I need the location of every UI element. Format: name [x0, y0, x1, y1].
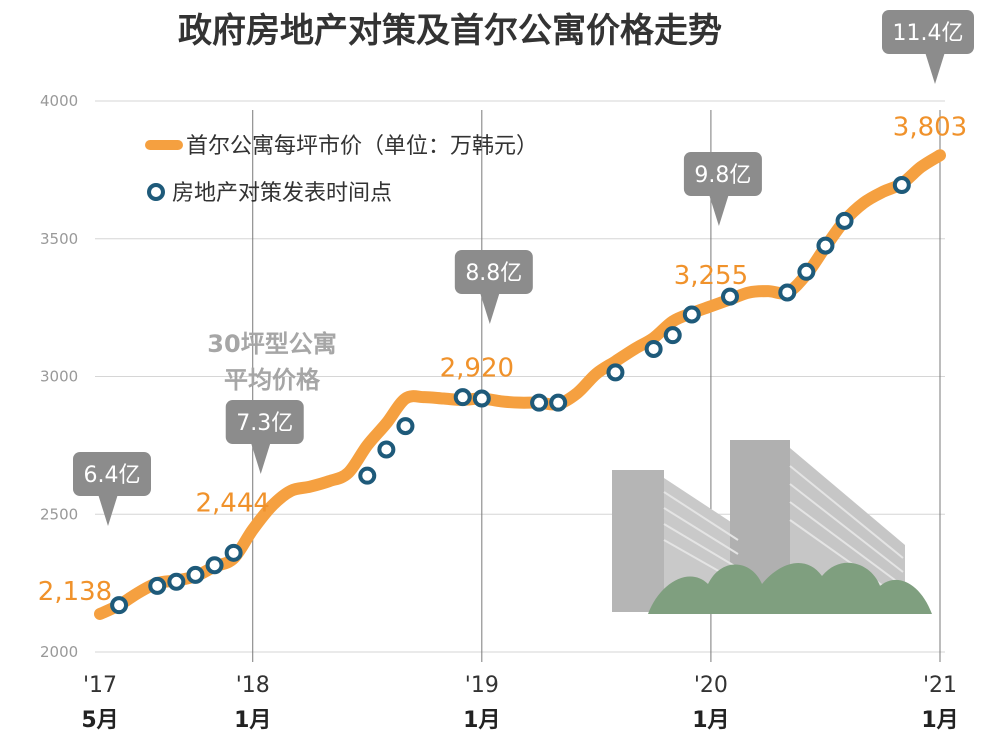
y-tick-label: 2000	[40, 643, 78, 661]
x-tick-year: '17	[83, 673, 117, 698]
policy-marker	[148, 576, 167, 595]
value-label: 2,920	[440, 354, 514, 384]
callout-box	[683, 152, 762, 196]
policy-marker	[186, 565, 205, 584]
policy-marker	[358, 466, 377, 485]
side-note-line-1: 30坪型公寓	[207, 330, 336, 358]
callout-label: 11.4亿	[893, 21, 964, 46]
x-tick-month: 1月	[692, 708, 729, 733]
callout-box	[73, 452, 151, 496]
value-labels: 2,138 2,444 2,920 3,255 3,803	[38, 112, 967, 607]
x-tick-month: 1月	[463, 708, 500, 733]
value-label: 2,138	[38, 577, 112, 607]
legend: 首尔公寓每坪市价（单位：万韩元） 房地产对策发表时间点	[145, 134, 538, 206]
price-callout: 6.4亿	[73, 452, 151, 526]
y-tick-label: 3500	[40, 230, 78, 248]
policy-marker	[721, 287, 739, 306]
policy-marker	[530, 393, 549, 412]
policy-marker	[797, 262, 816, 281]
side-note: 30坪型公寓 平均价格	[207, 330, 336, 394]
legend-point-label: 房地产对策发表时间点	[172, 181, 392, 206]
policy-marker	[835, 211, 854, 230]
callout-label: 6.4亿	[84, 463, 141, 488]
legend-point-swatch	[147, 183, 165, 201]
callout-label: 8.8亿	[465, 261, 522, 286]
building-block	[612, 470, 664, 612]
x-tick-year: '21	[923, 673, 957, 698]
policy-marker	[682, 305, 701, 324]
policy-marker	[549, 393, 568, 412]
apartment-illustration	[612, 440, 932, 614]
value-label: 3,255	[674, 261, 748, 291]
policy-marker	[663, 326, 682, 345]
policy-markers	[110, 176, 911, 615]
x-tick-month: 1月	[234, 708, 271, 733]
chart-title: 政府房地产对策及首尔公寓价格走势	[178, 11, 722, 51]
y-tick-label: 3000	[40, 368, 78, 386]
policy-marker	[396, 417, 415, 436]
callout-label: 9.8亿	[694, 163, 751, 188]
price-callout: 8.8亿	[454, 250, 533, 324]
policy-marker	[377, 440, 396, 459]
callout-pointer	[708, 194, 729, 226]
legend-line-label: 首尔公寓每坪市价（单位：万韩元）	[186, 134, 538, 159]
price-callouts: 6.4亿 7.3亿 8.8亿 9.8亿 11.4亿	[73, 10, 974, 526]
x-tick-year: '18	[236, 673, 270, 698]
y-tick-label: 2500	[40, 505, 78, 523]
policy-marker	[110, 596, 129, 615]
callout-pointer	[250, 442, 271, 474]
policy-marker	[224, 543, 243, 562]
callout-box	[882, 10, 974, 54]
policy-marker	[453, 388, 472, 407]
y-axis-ticks: 4000 3500 3000 2500 2000	[40, 92, 78, 661]
x-tick-year: '20	[694, 673, 728, 698]
x-axis-labels: '17 5月 '18 1月 '19 1月 '20 1月 '21 1月	[81, 673, 958, 733]
value-label: 2,444	[196, 489, 270, 519]
callout-pointer	[925, 52, 945, 84]
building-floors	[663, 465, 904, 601]
trees	[648, 562, 932, 614]
y-tick-label: 4000	[40, 92, 78, 110]
value-label: 3,803	[893, 112, 967, 142]
x-tick-month: 1月	[921, 708, 958, 733]
policy-marker	[816, 236, 835, 255]
policy-marker	[167, 572, 186, 591]
policy-marker	[205, 556, 224, 575]
policy-marker	[892, 176, 911, 195]
callout-label: 7.3亿	[236, 411, 293, 436]
price-callout: 7.3亿	[225, 400, 304, 474]
callout-pointer	[479, 292, 500, 324]
side-note-line-2: 平均价格	[224, 366, 321, 394]
year-reference-lines	[252, 110, 941, 662]
price-callout: 11.4亿	[882, 10, 974, 84]
policy-marker	[472, 389, 491, 408]
price-callout: 9.8亿	[683, 152, 762, 226]
x-tick-month: 5月	[81, 708, 118, 733]
policy-marker	[606, 363, 625, 382]
callout-box	[225, 400, 304, 444]
callout-box	[454, 250, 533, 294]
callout-pointer	[98, 494, 118, 526]
policy-marker	[644, 339, 663, 358]
x-tick-year: '19	[465, 673, 499, 698]
policy-marker	[778, 283, 797, 302]
